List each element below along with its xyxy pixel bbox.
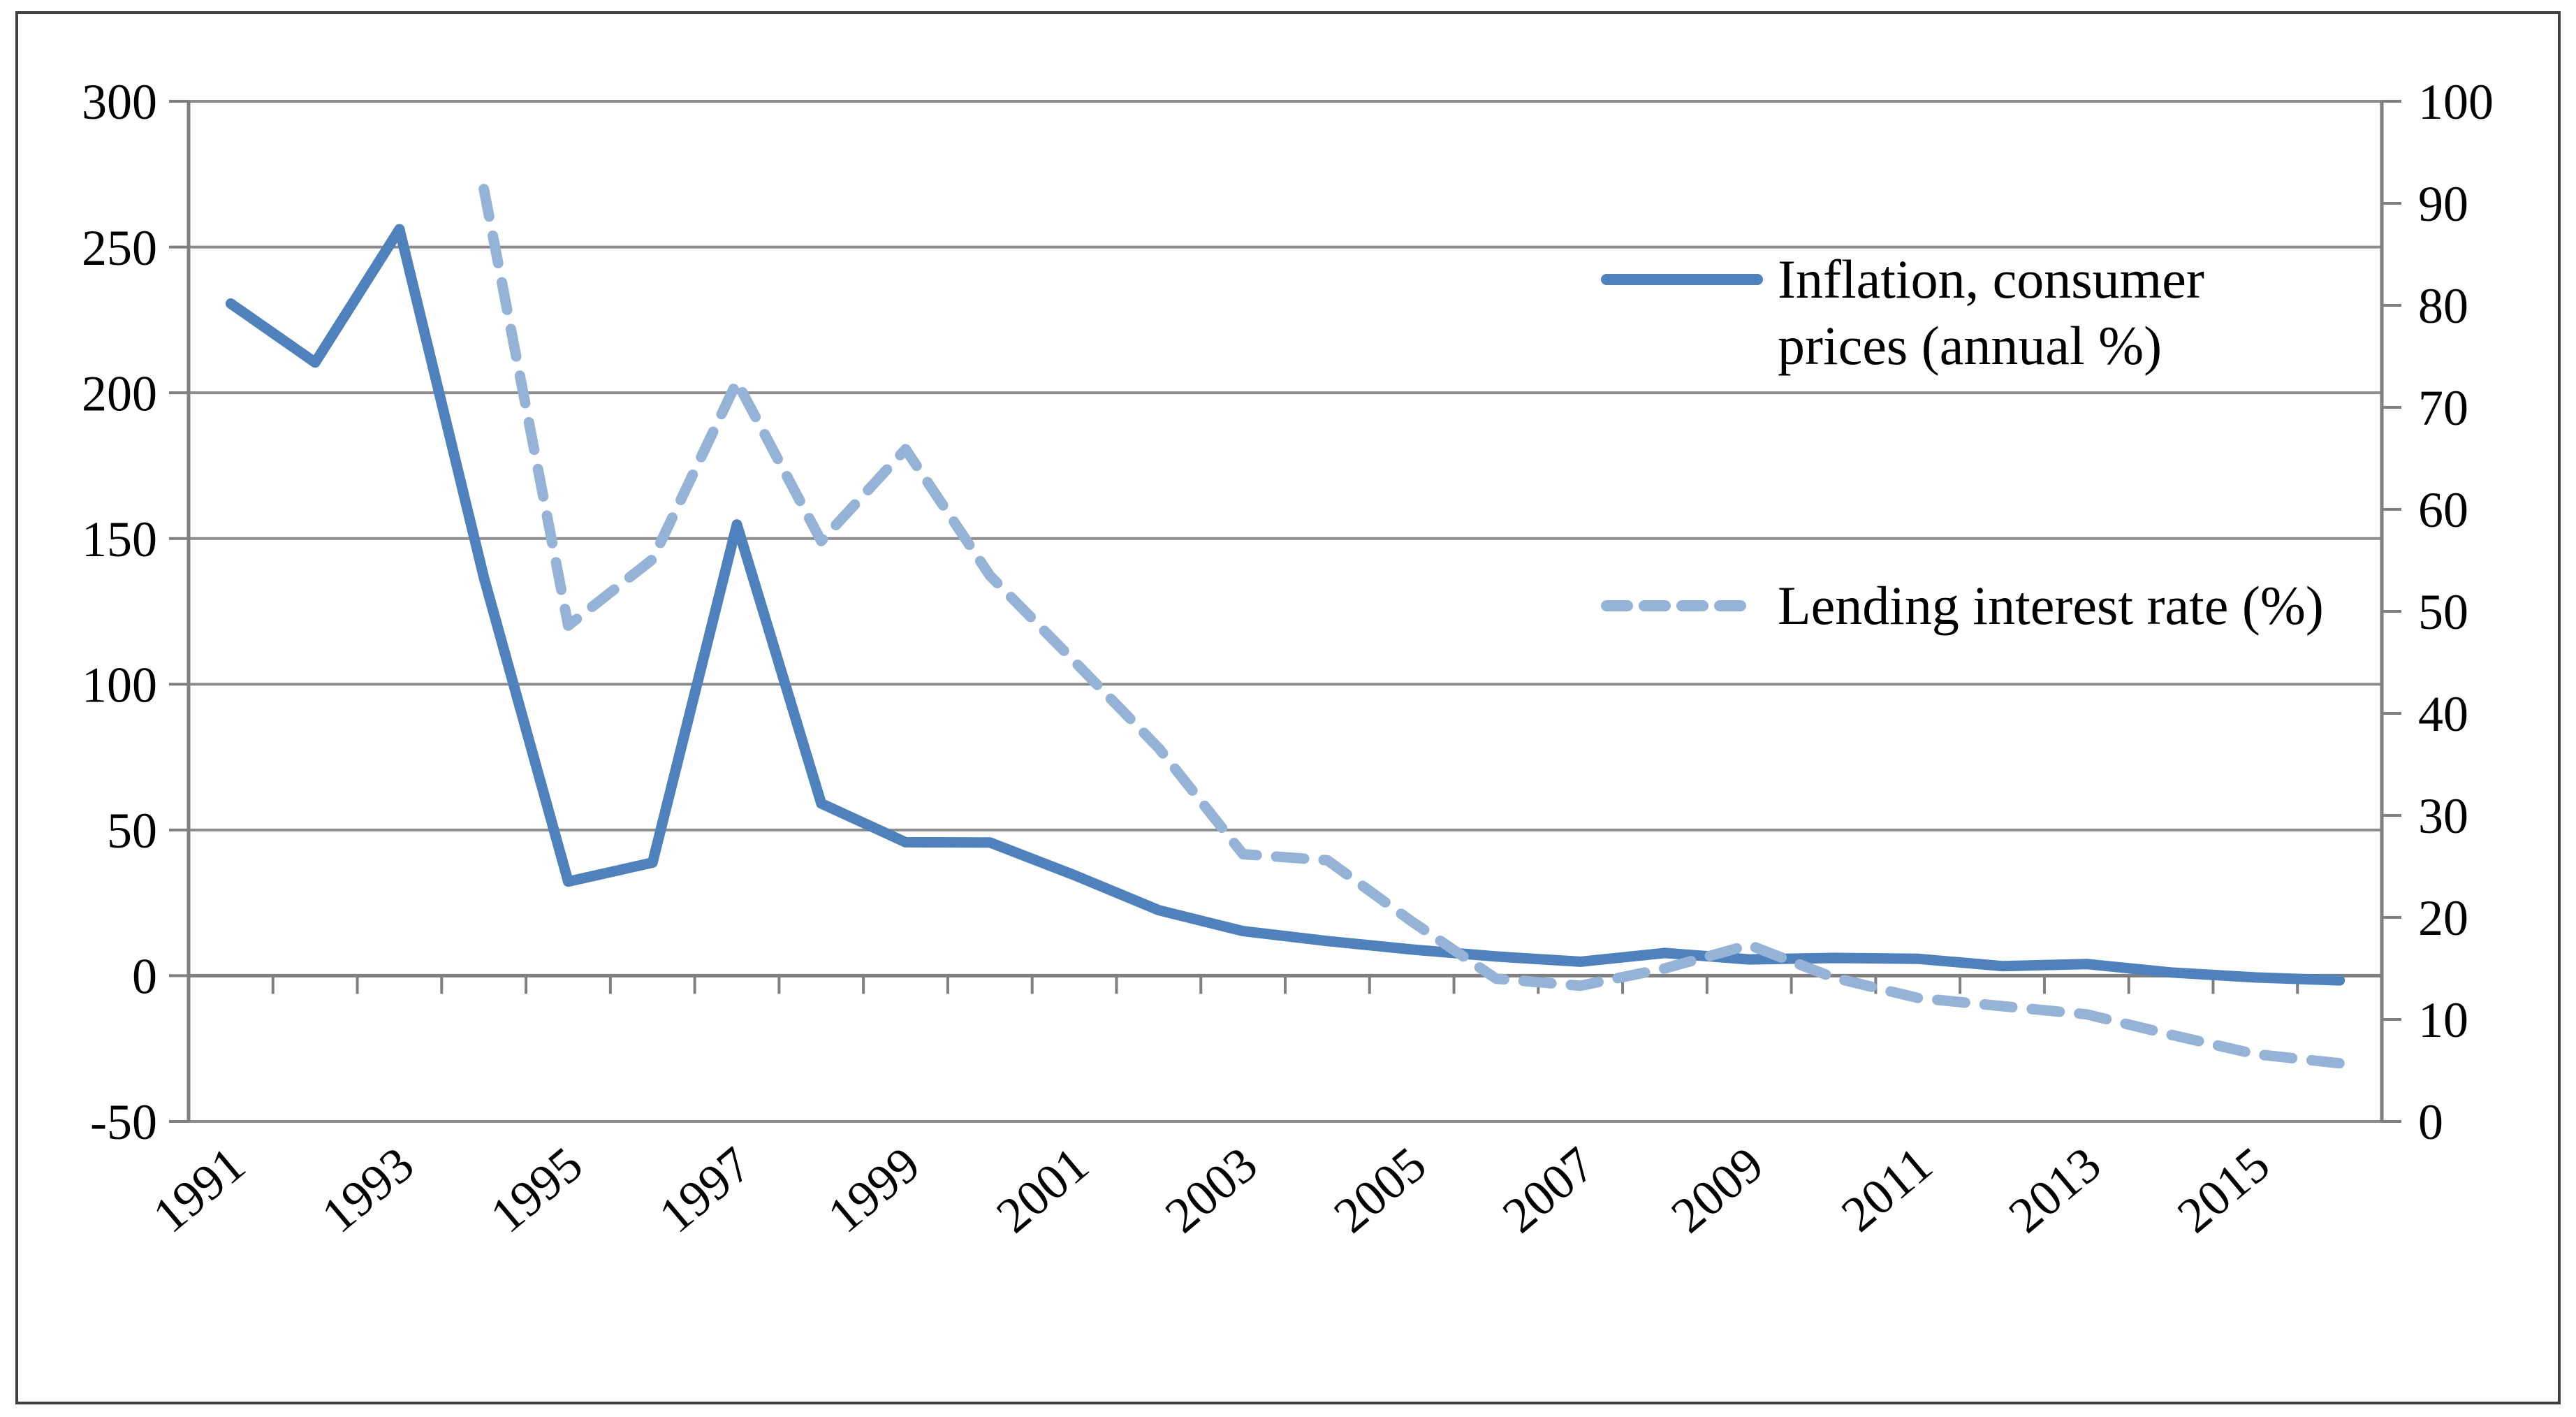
right-axis-tick-label: 60 <box>2418 482 2468 538</box>
left-axis-tick-label: 50 <box>107 803 157 859</box>
left-axis-labels: 300 250 200 150 100 50 0 -50 <box>82 74 157 1150</box>
left-axis-tick-label: 250 <box>82 220 157 276</box>
legend-label-inflation-line1: Inflation, consumer <box>1778 249 2204 310</box>
right-axis-tick-label: 90 <box>2418 176 2468 232</box>
lending-rate-line <box>478 184 2346 1069</box>
right-axis-tick-label: 0 <box>2418 1094 2443 1150</box>
series-lines <box>225 184 2346 1069</box>
left-axis-tick-label: 0 <box>132 949 157 1005</box>
chart-border <box>15 11 2561 1404</box>
right-axis-tick-label: 20 <box>2418 890 2468 946</box>
left-axis-tick-label: 100 <box>82 657 157 713</box>
right-axis-tick-label: 10 <box>2418 992 2468 1048</box>
inflation-line <box>225 224 2346 986</box>
left-axis-tick-label: 150 <box>82 511 157 567</box>
right-axis-tick-label: 50 <box>2418 584 2468 640</box>
left-axis-tick-label: 200 <box>82 365 157 421</box>
right-axis-tick-label: 100 <box>2418 74 2494 130</box>
left-axis-tick-label: 300 <box>82 74 157 130</box>
right-axis-tick-label: 40 <box>2418 686 2468 742</box>
left-axis-tick-label: -50 <box>90 1094 157 1150</box>
axes <box>169 100 2401 1123</box>
legend-label-inflation-line2: prices (annual %) <box>1778 315 2162 376</box>
right-axis-tick-label: 70 <box>2418 380 2468 436</box>
right-axis-tick-label: 80 <box>2418 278 2468 334</box>
right-axis-tick-label: 30 <box>2418 788 2468 844</box>
legend-label-lending-rate: Lending interest rate (%) <box>1778 575 2324 636</box>
legend: Inflation, consumer prices (annual %) Le… <box>1601 249 2324 636</box>
